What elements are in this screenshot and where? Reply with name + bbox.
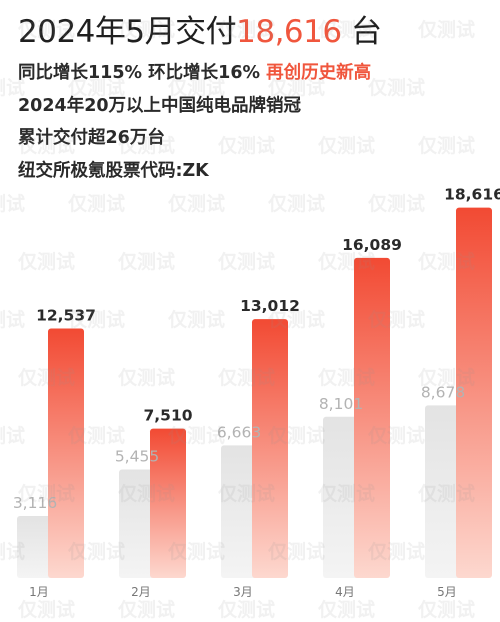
- sales-champion-line: 2024年20万以上中国纯电品牌销冠: [18, 96, 302, 116]
- value-label-2024-2: 7,510: [143, 407, 192, 425]
- bar-2024-1: [48, 328, 84, 578]
- headline-value: 18,616: [236, 14, 342, 50]
- x-tick-1: 1月: [29, 585, 49, 599]
- value-label-2023-2: 5,455: [115, 447, 159, 465]
- cumulative-delivery-line: 累计交付超26万台: [18, 128, 165, 148]
- bar-2024-3: [252, 319, 288, 578]
- growth-text: 同比增长115% 环比增长16%: [18, 63, 267, 83]
- value-label-2023-3: 6,663: [217, 423, 261, 441]
- value-label-2023-4: 8,101: [319, 395, 363, 413]
- record-highlight: 再创历史新高: [266, 63, 372, 83]
- growth-line: 同比增长115% 环比增长16% 再创历史新高: [18, 59, 371, 84]
- bar-2023-3: [221, 445, 257, 578]
- bar-2024-4: [354, 257, 390, 578]
- x-tick-5: 5月: [437, 585, 457, 599]
- bar-2023-4: [323, 416, 359, 578]
- headline-suffix: 台: [341, 14, 382, 50]
- bar-2023-5: [425, 405, 461, 578]
- value-label-2024-4: 16,089: [342, 236, 402, 254]
- bar-2024-5: [456, 207, 492, 578]
- delivery-bar-chart: 3,116 12,537 1月 5,455 7,510 2月 6,663 13,012 3月 8,…: [13, 186, 500, 599]
- value-label-2024-3: 13,012: [240, 297, 300, 315]
- x-tick-2: 2月: [131, 585, 151, 599]
- value-label-2023-1: 3,116: [13, 494, 57, 512]
- x-tick-3: 3月: [233, 585, 253, 599]
- value-label-2023-5: 8,678: [421, 383, 465, 401]
- value-label-2024-1: 12,537: [36, 307, 96, 325]
- x-tick-4: 4月: [335, 585, 355, 599]
- headline: 2024年5月交付18,616 台: [18, 6, 382, 51]
- bar-2023-1: [17, 515, 53, 578]
- value-label-2024-5: 18,616: [444, 186, 500, 204]
- bar-2023-2: [119, 469, 155, 578]
- headline-prefix: 2024年5月交付: [18, 14, 237, 50]
- bar-2024-2: [150, 428, 186, 578]
- stock-code-line: 纽交所极氪股票代码:ZK: [18, 161, 209, 181]
